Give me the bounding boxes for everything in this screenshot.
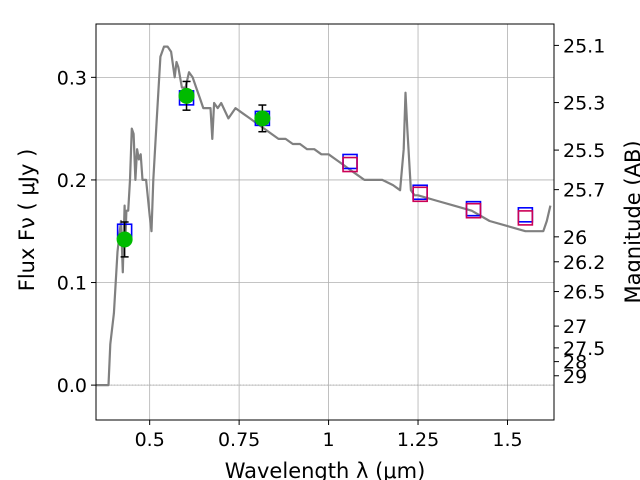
square-marker (465, 202, 482, 219)
right-tick-label: 27.5 (563, 338, 605, 360)
spectrum-line (96, 45, 552, 387)
square-marker (517, 207, 534, 223)
right-axis-label: Magnitude (AB) (621, 140, 640, 303)
circle-marker (178, 87, 195, 104)
y-tick-label: 0.0 (57, 375, 87, 397)
right-tick-label: 26.5 (563, 282, 605, 304)
square-marker (517, 210, 534, 226)
right-tick-label: 29 (563, 366, 587, 388)
x-axis-ticks: 0.5 0.75 1 1.25 1.5 (135, 420, 523, 451)
y-tick-label: 0.2 (57, 170, 87, 192)
right-tick-label: 25.3 (563, 93, 605, 115)
right-tick-label: 25.1 (563, 35, 605, 57)
plot-frame (95, 23, 555, 421)
y-tick-label: 0.3 (57, 67, 87, 89)
right-tick-label: 27 (563, 316, 587, 338)
model-spectrum (96, 45, 552, 387)
y-axis-label: Flux Fν ( μJy ) (15, 149, 39, 292)
square-marker (412, 186, 428, 203)
x-tick-label: 1.25 (397, 429, 439, 451)
y-tick-label: 0.1 (57, 273, 87, 295)
grid-lines (96, 24, 554, 420)
x-tick-label: 0.75 (218, 429, 260, 451)
x-tick-label: 1 (323, 429, 335, 451)
right-tick-label: 26.2 (563, 252, 605, 274)
x-tick-label: 1.5 (492, 429, 522, 451)
x-tick-label: 0.5 (135, 429, 165, 451)
photometry-points (116, 80, 534, 258)
y-axis-ticks: 0.0 0.1 0.2 0.3 (57, 67, 96, 397)
square-marker (342, 156, 358, 173)
right-tick-label: 25.7 (563, 180, 605, 202)
x-axis-label: Wavelength λ (μm) (225, 459, 426, 480)
right-tick-label: 28 (563, 352, 587, 374)
circle-marker (116, 231, 133, 248)
right-tick-label: 26 (563, 227, 587, 249)
right-tick-label: 25.5 (563, 140, 605, 162)
circle-marker (254, 110, 271, 127)
